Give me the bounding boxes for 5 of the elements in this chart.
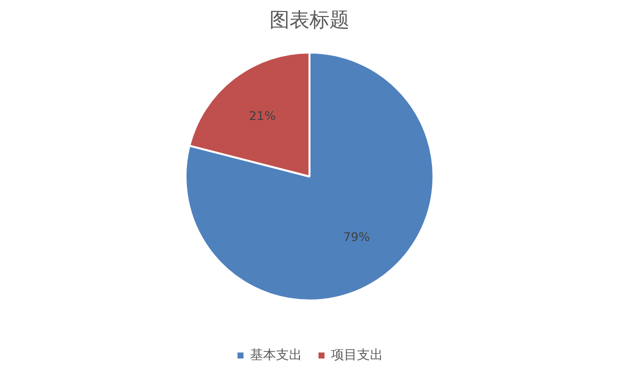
legend-label: 基本支出 — [250, 347, 302, 364]
data-label: 21% — [249, 108, 276, 123]
legend-label: 项目支出 — [331, 347, 383, 364]
data-label: 79% — [343, 230, 370, 244]
chart-title: 图表标题 — [270, 8, 350, 32]
